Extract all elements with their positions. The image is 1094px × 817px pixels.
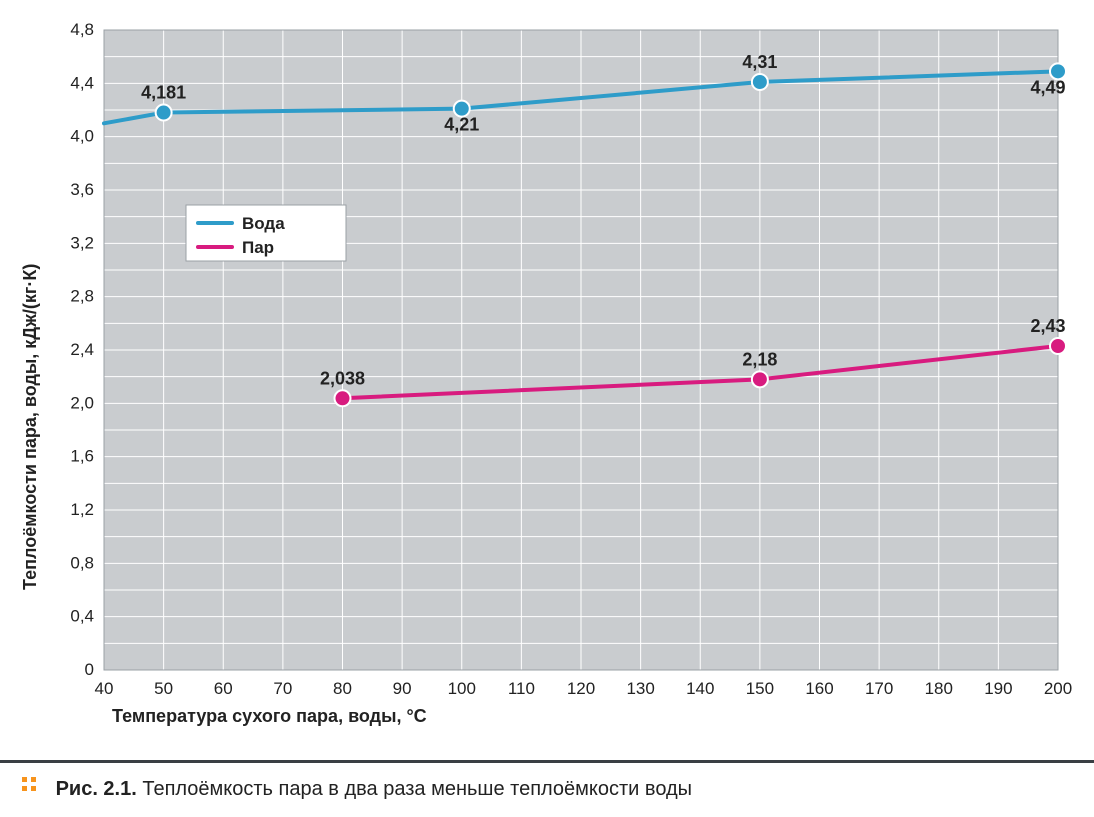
svg-text:110: 110 [508,679,535,698]
svg-text:0: 0 [85,660,94,679]
svg-text:3,2: 3,2 [70,233,94,252]
svg-text:170: 170 [865,679,893,698]
svg-text:Пар: Пар [242,238,274,257]
svg-text:4,4: 4,4 [70,73,94,92]
svg-text:90: 90 [393,679,412,698]
line-chart: 0 0,4 0,8 1,2 1,6 2,0 2,4 2,8 3,2 3,6 4,0 4,4 4,8 40 5… [0,0,1094,760]
svg-text:0,8: 0,8 [70,553,94,572]
svg-text:3,6: 3,6 [70,180,94,199]
svg-text:4,0: 4,0 [70,127,94,146]
caption-bullet-icon [22,777,42,797]
svg-text:60: 60 [214,679,233,698]
svg-text:1,6: 1,6 [70,447,94,466]
svg-text:180: 180 [925,679,953,698]
svg-text:Вода: Вода [242,214,285,233]
caption-text: Теплоёмкость пара в два раза меньше тепл… [137,778,692,800]
svg-text:4,31: 4,31 [742,52,777,72]
svg-text:Температура сухого пара, воды,: Температура сухого пара, воды, °C [112,706,427,726]
svg-text:2,8: 2,8 [70,287,94,306]
svg-text:0,4: 0,4 [70,607,94,626]
svg-text:50: 50 [154,679,173,698]
svg-text:4,8: 4,8 [70,20,94,39]
svg-text:80: 80 [333,679,352,698]
svg-text:2,038: 2,038 [320,368,365,388]
svg-text:2,43: 2,43 [1030,316,1065,336]
caption-prefix: Рис. 2.1. [56,778,137,800]
figure-caption: Рис. 2.1. Теплоёмкость пара в два раза м… [0,760,1094,817]
svg-text:2,4: 2,4 [70,340,94,359]
svg-text:Теплоёмкости пара, воды, кДж/(: Теплоёмкости пара, воды, кДж/(кг·К) [20,264,40,590]
svg-text:190: 190 [984,679,1012,698]
svg-text:40: 40 [95,679,114,698]
svg-text:200: 200 [1044,679,1072,698]
svg-text:1,2: 1,2 [70,500,94,519]
svg-text:4,181: 4,181 [141,83,186,103]
svg-text:4,21: 4,21 [444,115,479,135]
svg-text:2,0: 2,0 [70,393,94,412]
svg-text:120: 120 [567,679,595,698]
svg-text:4,49: 4,49 [1030,77,1065,97]
svg-text:130: 130 [626,679,654,698]
svg-text:150: 150 [746,679,774,698]
svg-text:140: 140 [686,679,714,698]
svg-text:100: 100 [448,679,476,698]
svg-text:160: 160 [805,679,833,698]
svg-text:2,18: 2,18 [742,349,777,369]
svg-text:70: 70 [273,679,292,698]
chart-container: 0 0,4 0,8 1,2 1,6 2,0 2,4 2,8 3,2 3,6 4,0 4,4 4,8 40 5… [0,0,1094,760]
